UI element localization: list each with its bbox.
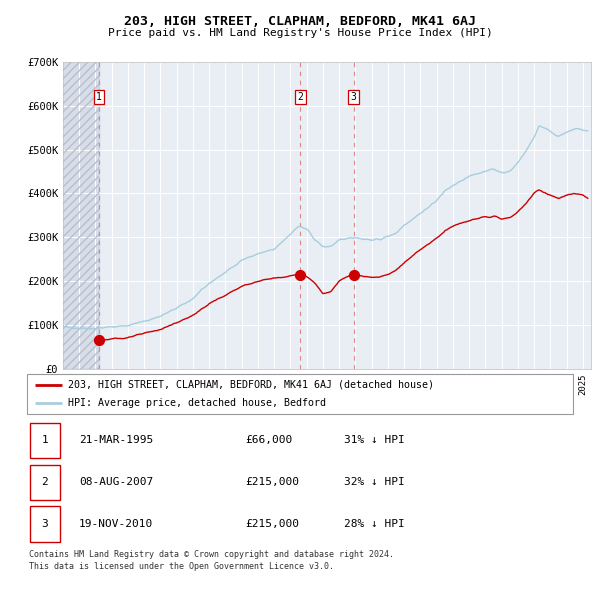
Point <box>295 270 305 279</box>
FancyBboxPatch shape <box>30 464 60 500</box>
Bar <box>63 62 99 369</box>
Text: 21-MAR-1995: 21-MAR-1995 <box>79 435 153 445</box>
Text: 08-AUG-2007: 08-AUG-2007 <box>79 477 153 487</box>
Text: 1: 1 <box>41 435 48 445</box>
Text: 3: 3 <box>351 92 356 102</box>
FancyBboxPatch shape <box>30 506 60 542</box>
FancyBboxPatch shape <box>27 374 573 414</box>
FancyBboxPatch shape <box>30 422 60 458</box>
Text: Price paid vs. HM Land Registry's House Price Index (HPI): Price paid vs. HM Land Registry's House … <box>107 28 493 38</box>
Point <box>349 270 358 279</box>
Text: HPI: Average price, detached house, Bedford: HPI: Average price, detached house, Bedf… <box>68 398 326 408</box>
Text: £215,000: £215,000 <box>245 519 299 529</box>
Text: 203, HIGH STREET, CLAPHAM, BEDFORD, MK41 6AJ (detached house): 203, HIGH STREET, CLAPHAM, BEDFORD, MK41… <box>68 380 434 390</box>
Text: 28% ↓ HPI: 28% ↓ HPI <box>344 519 404 529</box>
Text: This data is licensed under the Open Government Licence v3.0.: This data is licensed under the Open Gov… <box>29 562 334 571</box>
Text: £66,000: £66,000 <box>245 435 293 445</box>
Text: 203, HIGH STREET, CLAPHAM, BEDFORD, MK41 6AJ: 203, HIGH STREET, CLAPHAM, BEDFORD, MK41… <box>124 15 476 28</box>
Text: £215,000: £215,000 <box>245 477 299 487</box>
Text: 1: 1 <box>96 92 102 102</box>
Point <box>94 335 104 345</box>
Text: 32% ↓ HPI: 32% ↓ HPI <box>344 477 404 487</box>
Text: 31% ↓ HPI: 31% ↓ HPI <box>344 435 404 445</box>
Text: Contains HM Land Registry data © Crown copyright and database right 2024.: Contains HM Land Registry data © Crown c… <box>29 550 394 559</box>
Text: 3: 3 <box>41 519 48 529</box>
Bar <box>63 62 99 369</box>
Text: 2: 2 <box>41 477 48 487</box>
Text: 19-NOV-2010: 19-NOV-2010 <box>79 519 153 529</box>
Text: 2: 2 <box>297 92 303 102</box>
